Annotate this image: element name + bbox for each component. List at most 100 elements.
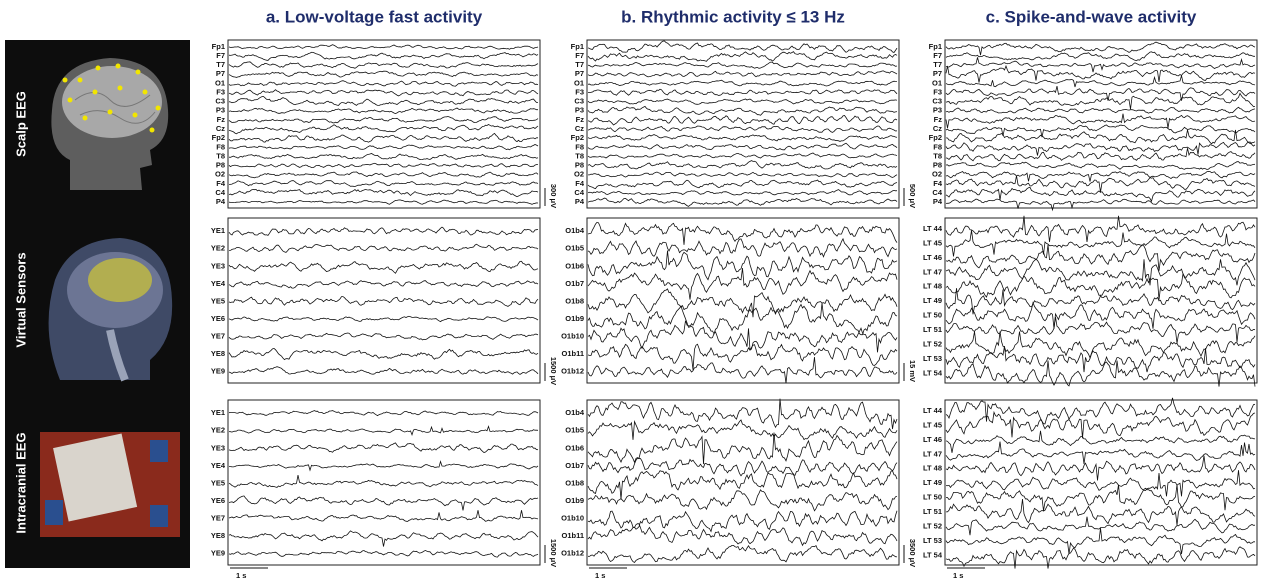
eeg-trace: [587, 40, 898, 53]
eeg-trace: [945, 331, 1256, 359]
eeg-trace: [228, 51, 539, 61]
channel-label: LT 54: [923, 551, 943, 560]
channel-label: LT 51: [923, 325, 942, 334]
channel-label: YE9: [211, 367, 225, 376]
channel-label: P4: [575, 197, 585, 206]
channel-label: C4: [932, 188, 942, 197]
channel-label: C4: [574, 188, 584, 197]
channel-label: O1b6: [565, 261, 584, 270]
eeg-trace: [587, 343, 898, 370]
eeg-trace: [587, 125, 898, 133]
mri-image: [48, 238, 173, 382]
eeg-trace: [228, 530, 539, 547]
eeg-trace: [587, 115, 898, 126]
eeg-trace: [228, 162, 538, 168]
eeg-trace: [945, 528, 1255, 555]
eeg-trace: [587, 250, 898, 281]
column-title: b. Rhythmic activity ≤ 13 Hz: [621, 7, 845, 26]
eeg-trace: [228, 116, 539, 124]
channel-label: LT 44: [923, 406, 943, 415]
channel-label: O1b10: [561, 331, 584, 340]
eeg-trace: [587, 98, 898, 105]
eeg-trace: [588, 171, 898, 178]
eeg-trace: [587, 237, 898, 258]
eeg-trace: [228, 70, 539, 78]
eeg-trace: [228, 180, 539, 187]
column-title: c. Spike-and-wave activity: [986, 7, 1197, 26]
channel-label: YE5: [211, 478, 225, 487]
channel-label: YE9: [211, 549, 225, 558]
channel-label: F4: [216, 179, 226, 188]
eeg-trace: [945, 317, 1256, 344]
scale-label: 300 μV: [549, 184, 558, 208]
channel-label: O1b9: [565, 314, 584, 323]
eeg-trace: [945, 161, 1256, 170]
channel-label: Fz: [576, 115, 585, 124]
eeg-trace: [228, 475, 539, 488]
eeg-trace: [228, 153, 539, 161]
channel-label: O1b7: [565, 279, 584, 288]
channel-label: O1b9: [565, 496, 584, 505]
channel-label: YE6: [211, 496, 225, 505]
channel-label: YE6: [211, 314, 225, 323]
scale-label: 3500 μV: [908, 539, 917, 567]
eeg-trace: [945, 288, 1256, 315]
eeg-trace: [587, 61, 898, 69]
eeg-trace: [587, 197, 898, 207]
eeg-trace: [945, 129, 1256, 145]
row-label: Scalp EEG: [13, 91, 28, 157]
scale-label: 1500 μV: [549, 357, 558, 385]
channel-label: YE5: [211, 296, 225, 305]
channel-label: LT 53: [923, 354, 942, 363]
channel-label: O1: [215, 78, 225, 87]
channel-label: P7: [575, 69, 584, 78]
intracranial-image: [40, 432, 180, 537]
eeg-trace: [945, 546, 1256, 569]
eeg-trace: [228, 510, 539, 522]
eeg-trace: [945, 51, 1255, 62]
channel-label: YE2: [211, 244, 225, 253]
eeg-trace: [228, 366, 539, 375]
channel-label: P3: [216, 106, 225, 115]
channel-label: Fp1: [929, 42, 942, 51]
channel-label: F7: [575, 51, 584, 60]
eeg-trace: [587, 221, 898, 245]
eeg-trace: [228, 347, 539, 361]
channel-label: YE3: [211, 443, 225, 452]
eeg-trace: [945, 64, 1256, 83]
channel-label: LT 50: [923, 493, 942, 502]
eeg-trace: [228, 243, 539, 253]
channel-label: P4: [216, 197, 226, 206]
row-label: Intracranial EEG: [13, 432, 28, 533]
eeg-trace: [228, 96, 538, 106]
channel-label: F3: [575, 87, 584, 96]
channel-label: F8: [216, 142, 225, 151]
channel-label: Fp2: [571, 133, 584, 142]
channel-label: T7: [575, 60, 584, 69]
panel: [586, 399, 900, 566]
scalp-head-image: [51, 58, 169, 190]
panel: [227, 39, 541, 209]
scale-label: 500 μV: [908, 184, 917, 208]
eeg-trace: [228, 188, 539, 198]
eeg-trace: [945, 360, 1256, 387]
eeg-trace: [587, 303, 898, 336]
channel-label: LT 49: [923, 296, 942, 305]
row-label: Virtual Sensors: [13, 252, 28, 347]
eeg-trace: [945, 499, 1256, 526]
channel-label: LT 45: [923, 420, 942, 429]
channel-label: F8: [933, 142, 942, 151]
eeg-trace: [945, 301, 1256, 329]
channel-label: YE1: [211, 408, 225, 417]
channel-label: F4: [933, 179, 943, 188]
channel-label: O1b11: [561, 531, 584, 540]
eeg-trace: [945, 41, 1256, 56]
channel-label: YE4: [211, 279, 226, 288]
channel-label: LT 51: [923, 507, 942, 516]
eeg-trace: [945, 244, 1256, 271]
channel-label: YE8: [211, 349, 225, 358]
channel-label: LT 49: [923, 478, 942, 487]
panel: [944, 399, 1258, 566]
eeg-trace: [588, 88, 898, 96]
